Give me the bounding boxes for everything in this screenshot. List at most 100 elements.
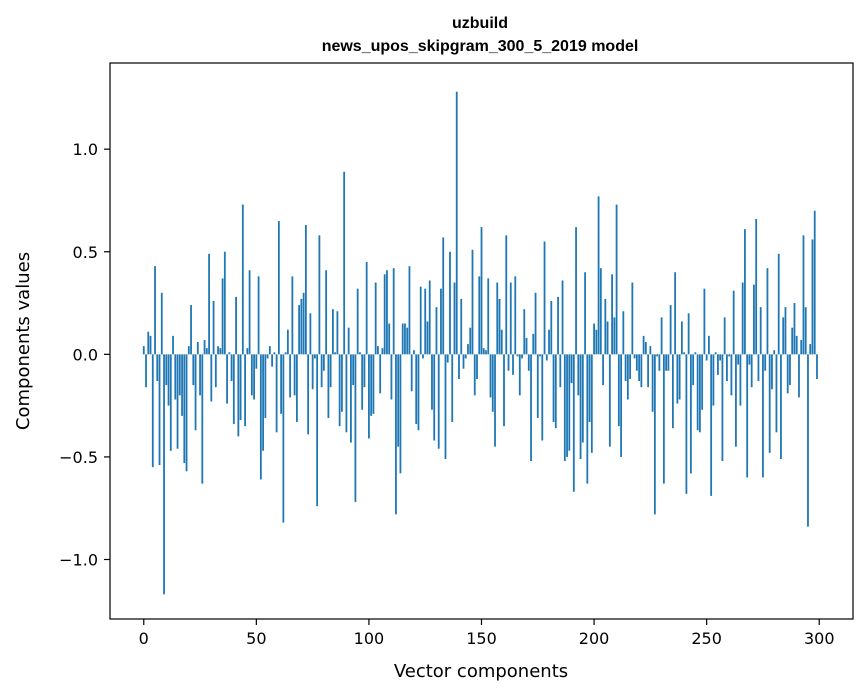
bar xyxy=(190,305,192,355)
bar xyxy=(167,354,170,406)
bar xyxy=(674,272,677,355)
bar xyxy=(217,346,219,355)
bar xyxy=(388,323,391,355)
bar xyxy=(419,286,422,355)
bar xyxy=(755,218,758,355)
bar xyxy=(395,354,397,515)
bar xyxy=(444,354,447,459)
bar xyxy=(449,251,451,355)
bar xyxy=(530,354,532,462)
bar xyxy=(464,354,467,359)
bar xyxy=(807,354,809,527)
bar xyxy=(746,354,749,478)
bar xyxy=(505,235,508,355)
bar xyxy=(196,342,199,355)
bar xyxy=(561,280,564,355)
bar xyxy=(232,354,235,425)
bar xyxy=(417,354,420,431)
bar xyxy=(334,352,337,355)
bar xyxy=(593,323,595,355)
bar xyxy=(386,270,388,355)
bar xyxy=(649,346,652,355)
bar xyxy=(753,284,755,355)
bar xyxy=(534,292,537,355)
bar xyxy=(784,307,787,355)
bar xyxy=(253,354,255,400)
bar xyxy=(660,317,663,355)
bar xyxy=(392,268,395,355)
bar xyxy=(255,354,258,369)
bar xyxy=(750,354,753,388)
bar xyxy=(237,354,240,437)
bar xyxy=(640,354,643,388)
bar xyxy=(651,354,654,412)
bar xyxy=(413,350,415,355)
bar xyxy=(728,354,731,357)
bar xyxy=(676,354,679,404)
bar xyxy=(602,354,604,386)
plot-frame xyxy=(109,62,854,620)
bar xyxy=(361,354,364,410)
bar xyxy=(248,270,251,355)
x-axis-ticks: 0 50 100 150 200 250 300 xyxy=(139,619,835,648)
bar xyxy=(277,220,280,355)
bar xyxy=(226,354,228,404)
bar xyxy=(435,307,438,355)
bar xyxy=(246,348,249,355)
bar xyxy=(703,288,706,355)
bar xyxy=(338,354,341,427)
bar xyxy=(426,321,429,355)
bar xyxy=(708,335,710,355)
bar xyxy=(458,354,460,379)
bar xyxy=(431,354,433,410)
bar xyxy=(485,350,487,355)
bar xyxy=(318,235,321,355)
bar xyxy=(599,268,602,355)
bar xyxy=(577,354,580,396)
bar xyxy=(584,272,586,355)
bar xyxy=(554,354,557,429)
bar xyxy=(500,329,503,355)
y-tick-label: 0.0 xyxy=(73,345,98,364)
bar xyxy=(662,354,665,484)
bar xyxy=(478,276,481,355)
bar xyxy=(687,313,690,355)
bar xyxy=(635,354,638,371)
bar xyxy=(811,239,814,355)
bar xyxy=(300,298,303,355)
bar xyxy=(354,354,357,503)
bar xyxy=(719,354,722,361)
bar xyxy=(509,282,512,355)
bar xyxy=(151,354,154,468)
bar xyxy=(498,298,501,355)
y-axis-label: Components values xyxy=(13,252,34,430)
bar xyxy=(250,354,253,396)
bar xyxy=(581,354,584,443)
bar xyxy=(401,323,404,355)
bar xyxy=(304,225,307,355)
bar xyxy=(284,352,287,355)
bar xyxy=(469,327,472,355)
bar xyxy=(192,354,195,386)
bar xyxy=(332,309,334,355)
bar xyxy=(626,354,629,400)
bar xyxy=(678,354,681,400)
bar xyxy=(631,282,634,355)
bar xyxy=(210,354,213,402)
bar xyxy=(476,354,478,379)
x-axis-label: Vector components xyxy=(394,661,568,682)
bar xyxy=(399,354,402,474)
bar xyxy=(802,235,805,355)
bar xyxy=(759,307,762,355)
bar xyxy=(451,354,454,423)
bar xyxy=(259,354,262,480)
bar xyxy=(527,354,530,371)
bar xyxy=(543,241,546,355)
bar xyxy=(523,309,526,355)
bar xyxy=(566,354,568,457)
bar xyxy=(575,227,577,355)
bar xyxy=(172,335,174,355)
bar xyxy=(521,354,523,359)
bar xyxy=(552,354,555,423)
bar xyxy=(608,354,611,447)
